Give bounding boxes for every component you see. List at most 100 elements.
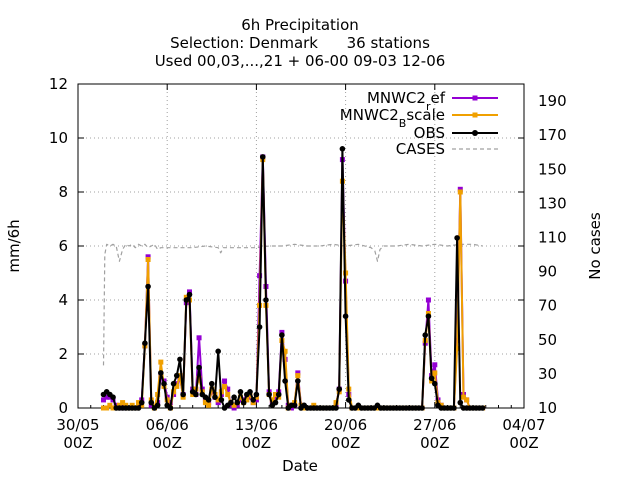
data-point [273, 394, 279, 400]
y2-axis-label: No cases [586, 212, 604, 280]
x-tick-label: 00Z [153, 434, 182, 452]
data-point [174, 383, 180, 389]
x-tick-label: 00Z [331, 434, 360, 452]
legend-marker [472, 130, 478, 136]
data-point [196, 364, 202, 371]
data-point [225, 386, 231, 392]
data-point [202, 400, 208, 406]
y-axis-label: mm/6h [5, 219, 23, 272]
title-line-3: Used 00,03,...,21 + 06-00 09-03 12-06 [155, 52, 446, 70]
y2-tick-label: 150 [538, 160, 567, 178]
data-point [222, 378, 228, 384]
data-point [107, 402, 113, 408]
data-point [259, 154, 266, 160]
data-point [295, 373, 301, 379]
data-point [231, 394, 237, 401]
y-tick-label: 8 [58, 183, 68, 201]
data-point [215, 400, 221, 406]
data-point [145, 283, 151, 290]
data-point [479, 405, 486, 411]
x-tick-label: 00Z [420, 434, 449, 452]
data-point [205, 397, 212, 403]
x-tick-label: 00Z [63, 434, 92, 452]
data-point [110, 394, 116, 401]
data-point [196, 335, 202, 341]
data-point [183, 297, 190, 303]
data-point [193, 391, 199, 398]
data-point [171, 389, 177, 395]
data-point [228, 399, 234, 406]
legend-marker [472, 112, 478, 118]
data-point [269, 397, 275, 403]
x-tick-label: 00Z [509, 434, 538, 452]
data-point [209, 380, 215, 387]
y2-tick-label: 50 [538, 331, 557, 349]
series-layer [100, 146, 486, 411]
data-point [237, 397, 243, 403]
data-point [432, 380, 438, 387]
data-point [253, 391, 260, 398]
y-tick-label: 10 [49, 129, 68, 147]
legend-entry-mnwc2_bscale: MNWC2Bscale [340, 106, 498, 130]
data-point [120, 400, 126, 406]
legend-label: CASES [396, 140, 445, 158]
data-point [206, 402, 212, 408]
x-tick-label: 27/06 [413, 416, 456, 434]
y-axis-ticks: 0 2 4 6 8 10 12 [49, 75, 524, 417]
y-tick-label: 12 [49, 75, 68, 93]
data-point [196, 375, 202, 381]
data-point [180, 391, 186, 398]
data-point [231, 402, 237, 408]
data-point [272, 399, 279, 406]
data-point [457, 189, 463, 195]
data-point [110, 405, 116, 411]
data-point [138, 399, 145, 406]
x-tick-label: 06/06 [146, 416, 189, 434]
data-point [295, 378, 301, 384]
data-point [100, 397, 106, 403]
data-point [422, 332, 429, 338]
data-point [454, 235, 460, 241]
data-point [333, 405, 339, 411]
x-axis-label: Date [282, 457, 318, 475]
legend-marker [472, 95, 478, 101]
x-axis-ticks: 30/0500Z06/0600Z13/0600Z20/0600Z27/0600Z… [56, 84, 546, 452]
data-point [244, 397, 250, 403]
data-point [457, 186, 463, 192]
y-tick-label: 4 [58, 291, 68, 309]
data-point [428, 375, 435, 382]
data-point [425, 297, 431, 303]
series-cases [102, 243, 483, 366]
data-point [454, 346, 460, 352]
data-point [250, 397, 257, 403]
x-tick-label: 20/06 [324, 416, 367, 434]
y2-tick-label: 70 [538, 297, 557, 315]
data-point [295, 370, 301, 376]
y2-tick-label: 170 [538, 126, 567, 144]
data-point [279, 332, 285, 338]
data-point [247, 389, 253, 395]
data-point [161, 380, 167, 387]
data-point [432, 370, 438, 376]
x-tick-label: 04/07 [502, 416, 545, 434]
data-point [266, 391, 272, 398]
data-point [145, 257, 151, 262]
y-tick-label: 0 [58, 399, 68, 417]
data-point [145, 254, 151, 260]
data-point [275, 391, 282, 398]
data-point [142, 340, 148, 347]
legend-label: OBS [414, 124, 445, 142]
y2-tick-label: 30 [538, 365, 557, 383]
data-point [231, 405, 237, 411]
legend-label: MNWC2Bscale [340, 106, 445, 130]
y2-tick-label: 190 [538, 92, 567, 110]
data-point [282, 348, 288, 354]
data-point [155, 392, 161, 397]
title-line-2: Selection: Denmark 36 stations [170, 34, 430, 52]
data-point [291, 402, 298, 409]
data-point [432, 362, 438, 368]
y2-tick-label: 130 [538, 194, 567, 212]
y2-tick-label: 110 [538, 228, 567, 246]
y-tick-label: 6 [58, 237, 68, 255]
